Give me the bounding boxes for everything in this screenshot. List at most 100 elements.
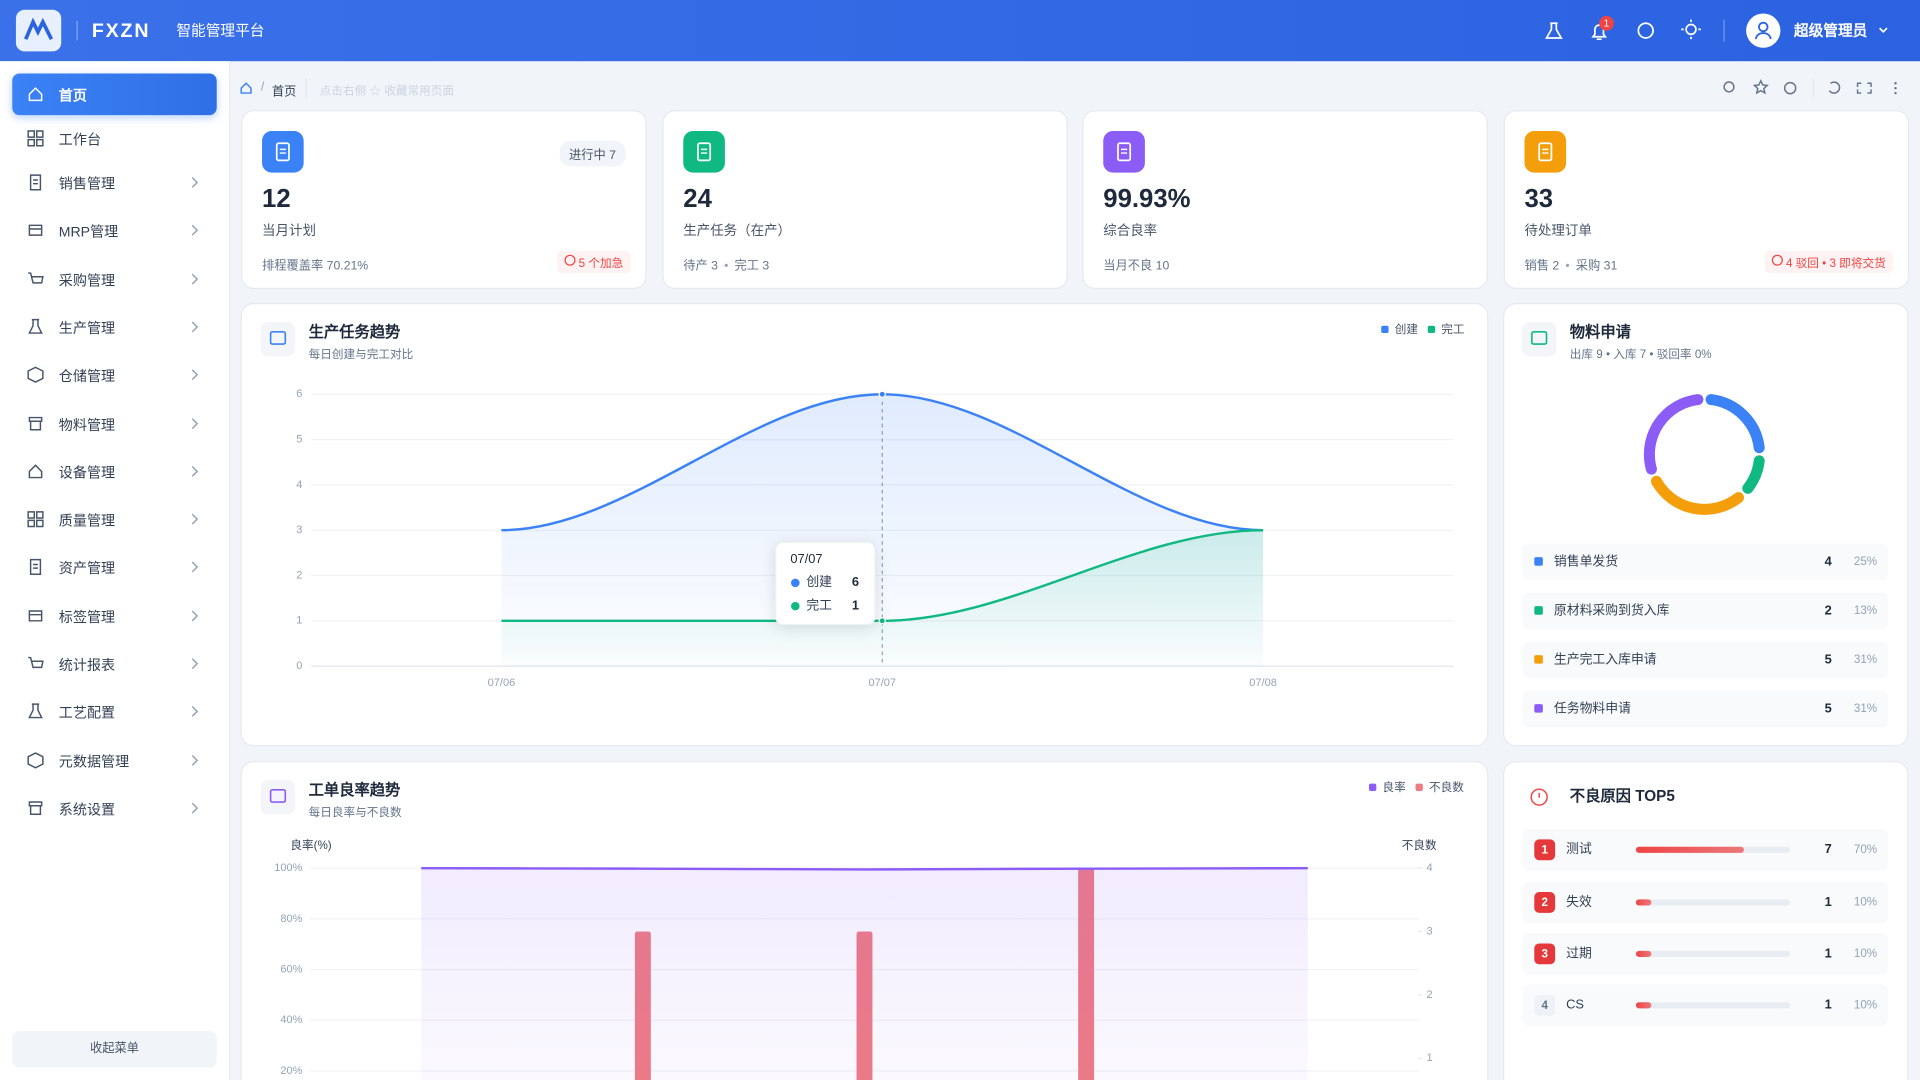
menu-label: 物料管理 <box>58 418 116 433</box>
separator: • <box>724 259 729 274</box>
menu-item[interactable]: 首页 <box>12 73 217 116</box>
menu-icon <box>28 703 43 719</box>
category: 测试 <box>1566 841 1592 856</box>
percent: 10% <box>1854 947 1877 960</box>
card-glyph <box>275 142 290 162</box>
menu-icon <box>27 130 44 147</box>
menu-item[interactable]: 采购管理 <box>12 258 216 300</box>
menu-chevron <box>191 417 199 429</box>
legend-swatch <box>1534 557 1543 566</box>
help-icon[interactable] <box>1637 22 1654 39</box>
menu-icon <box>28 801 43 815</box>
menu-chevron <box>191 706 199 718</box>
legend-label: 完工 <box>1441 322 1465 336</box>
x-tick-label: 07/07 <box>868 677 896 689</box>
menu-label: 采购管理 <box>58 273 116 289</box>
refresh-icon[interactable] <box>1828 81 1841 94</box>
menu-item[interactable]: MRP管理 <box>12 210 216 252</box>
tooltip-name: 创建 <box>806 574 832 589</box>
menu-chevron <box>191 465 199 477</box>
y2-axis-label: 不良数 <box>1402 838 1437 852</box>
brand: FXZN <box>92 20 150 42</box>
menu-chevron <box>191 225 199 236</box>
tooltip-title: 07/07 <box>790 551 822 566</box>
user-chevron[interactable] <box>1878 27 1888 34</box>
card-label: 综合良率 <box>1103 224 1158 239</box>
menu-item[interactable]: 销售管理 <box>12 162 216 204</box>
rank: 3 <box>1541 948 1548 961</box>
menu-label: MRP管理 <box>58 225 119 241</box>
card-footer: 排程覆盖率 70.21% <box>262 255 368 273</box>
card-footer: 销售 2 • 采购 31 <box>1524 255 1617 273</box>
separator: • <box>1565 259 1570 274</box>
value: 7 <box>1825 841 1832 856</box>
platform-name: 智能管理平台 <box>176 22 264 40</box>
menu-item[interactable]: 元数据管理 <box>12 739 216 781</box>
collapse-button[interactable]: 收起菜单 <box>12 1031 217 1068</box>
menu-item[interactable]: 工作台 <box>12 118 216 160</box>
y-tick-label: 80% <box>280 913 302 925</box>
card-footer: 当月不良 10 <box>1103 255 1169 273</box>
star-icon[interactable] <box>1752 79 1769 95</box>
legend-row <box>1522 592 1889 630</box>
legend-label: 原材料采购到货入库 <box>1554 602 1670 617</box>
legend-value: 5 <box>1825 651 1832 666</box>
search-icon[interactable] <box>1723 81 1735 93</box>
logo-mark <box>24 17 54 41</box>
menu-label: 设备管理 <box>58 466 116 481</box>
menu-item[interactable]: 统计报表 <box>12 643 216 685</box>
sidebar: 首页工作台 销售管理 MRP管理采购管理生产管理仓储管理物料管理设备管理质量管理资产… <box>0 61 231 1080</box>
history-icon[interactable] <box>1783 81 1797 95</box>
fullscreen-icon[interactable] <box>1856 82 1872 94</box>
more-icon[interactable] <box>1894 82 1897 95</box>
y-tick-label: 60% <box>280 963 302 975</box>
home-icon[interactable] <box>240 82 252 94</box>
crumb-home[interactable]: 首页 <box>271 85 297 100</box>
donut-segment <box>1643 394 1704 475</box>
bar <box>1635 1002 1652 1009</box>
menu-item[interactable]: 系统设置 <box>12 787 216 829</box>
menu-item[interactable]: 设备管理 <box>12 450 216 492</box>
card-badge: 进行中 7 <box>559 140 626 167</box>
theme-icon[interactable] <box>1685 23 1697 36</box>
lab-icon[interactable] <box>1545 22 1563 39</box>
menu-label: 生产管理 <box>58 321 116 337</box>
card-icon <box>260 780 296 815</box>
bar-track <box>1635 950 1791 957</box>
user-name[interactable]: 超级管理员 <box>1793 22 1868 40</box>
legend-swatch <box>1534 704 1543 713</box>
footer-item: 排程覆盖率 70.21% <box>262 259 369 274</box>
badge <box>1599 15 1614 31</box>
card-value: 33 <box>1524 184 1554 214</box>
stat-card: 33 待处理订单 销售 2 • 采购 31 4 驳回 • 3 即将交货 <box>1503 110 1909 289</box>
menu-label: 仓储管理 <box>58 370 116 385</box>
card-icon <box>1522 322 1557 357</box>
card-icon <box>683 131 725 173</box>
y2-tick-label: 3 <box>1427 925 1433 937</box>
value: 1 <box>1825 945 1832 960</box>
menu-item[interactable]: 生产管理 <box>12 306 216 348</box>
card-value: 12 <box>262 184 291 214</box>
card-icon-glyph <box>1531 331 1548 345</box>
card-title: 物料申请 <box>1570 323 1631 341</box>
menu-icon <box>28 271 44 284</box>
legend-label: 创建 <box>1395 322 1419 336</box>
legend-value: 2 <box>1825 602 1832 617</box>
menu-item[interactable]: 资产管理 <box>12 547 216 589</box>
y-tick-label: 100% <box>274 862 302 874</box>
footer-item: 采购 31 <box>1575 259 1618 274</box>
menu-label: 首页 <box>58 89 87 105</box>
card-icon-glyph <box>269 331 287 345</box>
rank: 1 <box>1541 843 1548 856</box>
menu-item[interactable]: 质量管理 <box>12 498 216 540</box>
y-tick-label: 1 <box>296 615 302 627</box>
legend-row <box>1522 690 1889 728</box>
line-area <box>501 530 1264 667</box>
y-axis-label: 良率(%) <box>290 838 331 852</box>
menu-item[interactable]: 标签管理 <box>12 595 216 637</box>
menu-item[interactable]: 物料管理 <box>12 402 216 444</box>
menu-item[interactable]: 仓储管理 <box>12 354 216 396</box>
menu-item[interactable]: 工艺配置 <box>12 691 216 733</box>
card-label: 待处理订单 <box>1524 224 1592 239</box>
menu-icon <box>28 609 43 622</box>
